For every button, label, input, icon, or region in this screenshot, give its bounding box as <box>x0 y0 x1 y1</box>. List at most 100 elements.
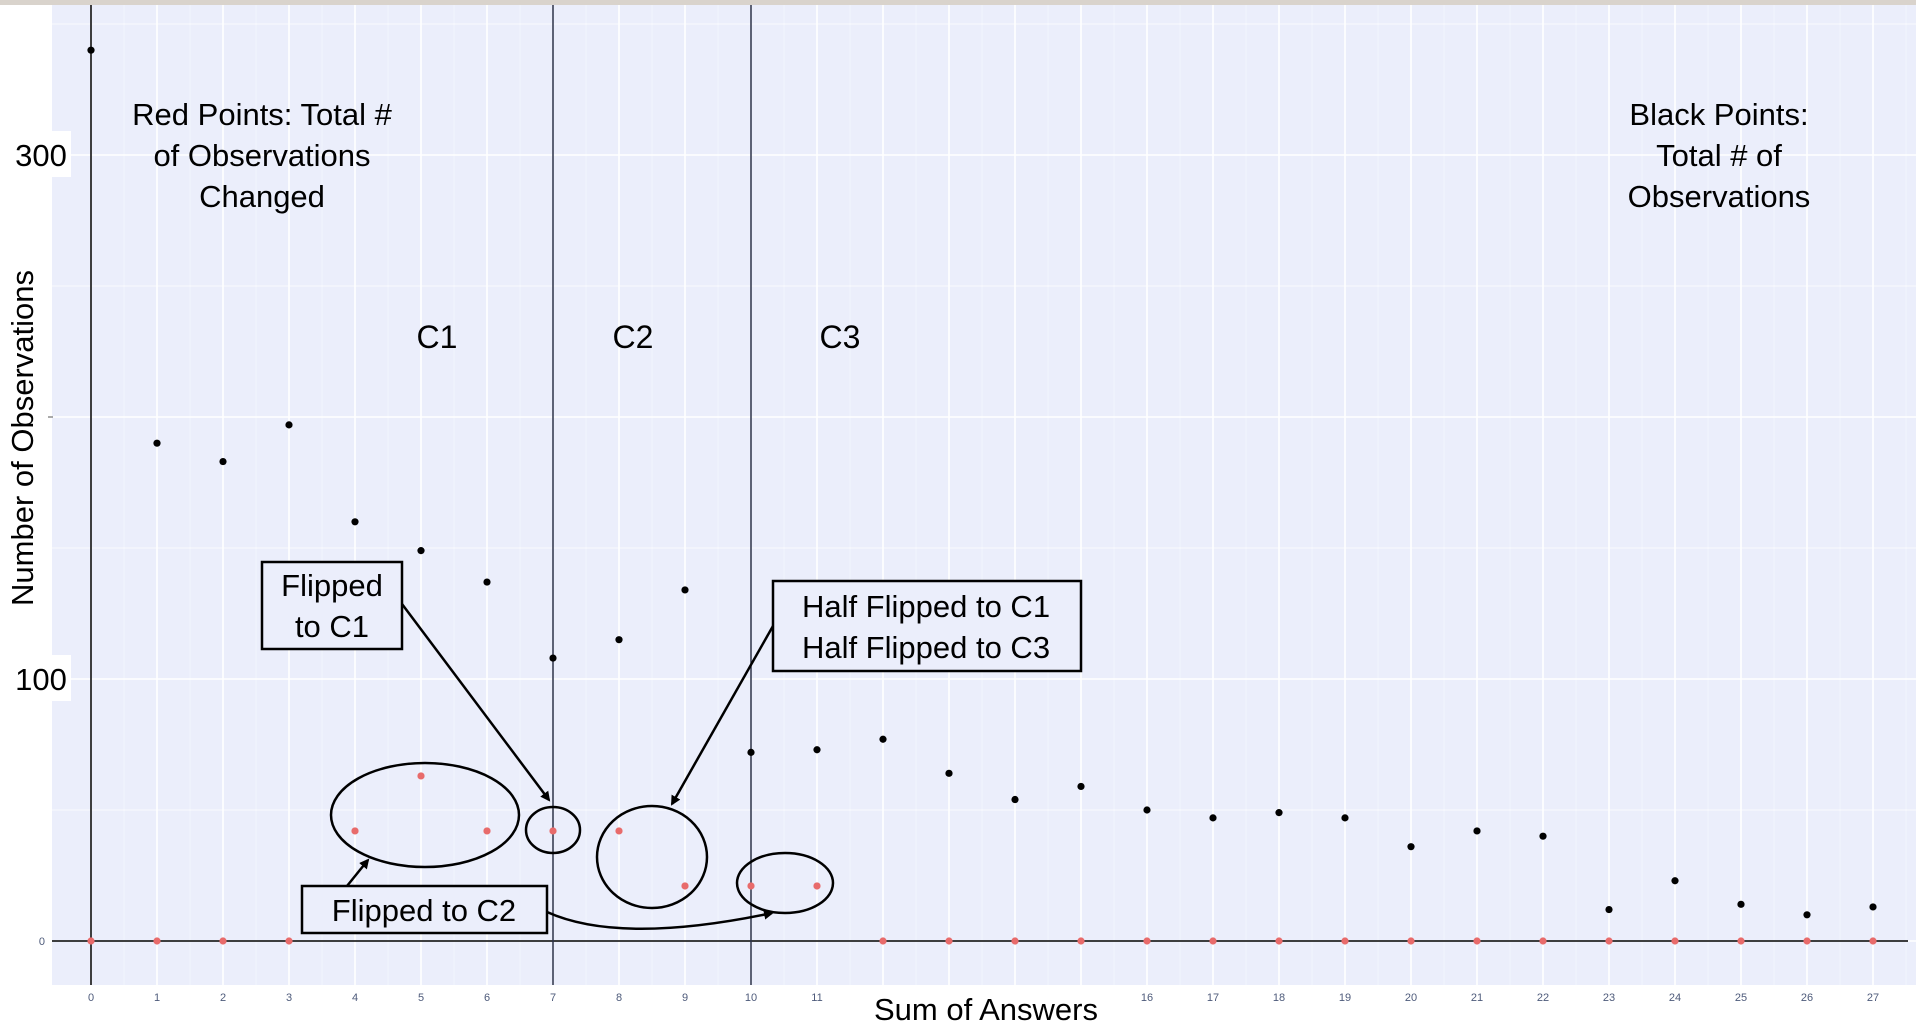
red-points-note-line-2: of Observations <box>153 138 370 173</box>
data-point <box>615 636 623 644</box>
data-point <box>945 769 953 777</box>
x-tick-label: 22 <box>1537 992 1549 1004</box>
x-tick-label: 9 <box>682 992 688 1004</box>
arrow-to-10-11 <box>546 909 774 930</box>
data-point <box>1407 843 1415 851</box>
data-point <box>1803 937 1811 945</box>
ellipse-7 <box>524 805 582 855</box>
black-points-note-line-3: Observations <box>1628 179 1811 214</box>
x-tick-label: 7 <box>550 992 556 1004</box>
data-point <box>417 772 425 780</box>
data-point <box>153 937 161 945</box>
x-tick-label: 2 <box>220 992 226 1004</box>
x-tick-label: 23 <box>1603 992 1615 1004</box>
data-point <box>1671 937 1679 945</box>
data-point <box>87 937 95 945</box>
xlabel-background <box>862 986 1106 1031</box>
callout-line-2: Half Flipped to C3 <box>802 630 1050 665</box>
data-points <box>87 46 1877 945</box>
data-point <box>813 746 821 754</box>
callout-line-1: Half Flipped to C1 <box>802 589 1050 624</box>
y-tick-label: 100 <box>15 662 67 697</box>
black-points-note-line-1: Black Points: <box>1629 97 1808 132</box>
data-point <box>681 882 689 890</box>
data-point <box>549 827 557 835</box>
y-tick-label: 0 <box>39 936 45 948</box>
data-point <box>1077 782 1085 791</box>
x-tick-label: 27 <box>1867 992 1879 1004</box>
data-point <box>219 457 227 466</box>
callout-half-flipped: Half Flipped to C1 Half Flipped to C3 <box>771 579 1083 673</box>
data-point <box>1737 937 1745 945</box>
x-tick-label: 24 <box>1669 992 1681 1004</box>
data-point <box>1143 806 1151 814</box>
y-axis-title: Number of Observations <box>5 270 40 606</box>
data-point <box>1209 937 1217 945</box>
annotations: Red Points: Total # of Observations Chan… <box>132 97 1810 355</box>
data-point <box>1341 814 1349 822</box>
data-point <box>483 578 491 586</box>
y-tick-label: 300 <box>15 138 67 173</box>
black-points-note-line-2: Total # of <box>1656 138 1782 173</box>
callout-line-2: to C1 <box>295 609 369 644</box>
data-point <box>1407 937 1415 945</box>
x-tick-label: 19 <box>1339 992 1351 1004</box>
data-point <box>1209 814 1217 822</box>
data-point <box>285 937 293 945</box>
data-point <box>879 937 887 945</box>
data-point <box>483 827 491 835</box>
data-point <box>153 439 161 447</box>
highlight-ellipses <box>329 761 835 915</box>
x-axis-title: Sum of Answers <box>874 992 1098 1027</box>
arrows <box>346 603 775 930</box>
x-tick-label: 17 <box>1207 992 1219 1004</box>
x-tick-label: 11 <box>811 992 822 1004</box>
data-point <box>813 882 821 890</box>
data-point <box>1473 937 1481 945</box>
data-point <box>1869 903 1877 911</box>
callout-line-1: Flipped <box>281 568 383 603</box>
x-tick-label: 18 <box>1273 992 1285 1004</box>
red-points-note-line-1: Red Points: Total # <box>132 97 392 132</box>
data-point <box>1605 905 1613 914</box>
arrow-to-c1-ellipse <box>346 858 370 887</box>
data-point <box>1869 937 1877 945</box>
data-point <box>681 586 689 594</box>
reference-lines <box>52 5 1908 985</box>
arrow-to-7 <box>401 603 551 802</box>
arrow-to-8 <box>670 625 775 806</box>
x-tick-label: 26 <box>1801 992 1813 1004</box>
callout-flipped-to-c1: Flipped to C1 <box>260 560 404 651</box>
x-tick-label: 10 <box>745 992 757 1004</box>
x-tick-label: 4 <box>352 992 358 1004</box>
top-border <box>0 0 1916 5</box>
data-point <box>747 748 755 756</box>
data-point <box>1473 827 1481 835</box>
cluster-label-c1: C1 <box>417 319 458 355</box>
callout-box <box>260 560 404 651</box>
data-point <box>351 518 359 526</box>
data-point <box>1341 937 1349 945</box>
data-point <box>1275 937 1283 945</box>
data-point <box>219 937 227 945</box>
ellipse-10-11 <box>735 851 835 915</box>
callout-text: Flipped to C2 <box>332 893 516 928</box>
y-tick-label-bg <box>8 655 71 701</box>
data-point <box>549 654 557 662</box>
callout-box <box>771 579 1083 673</box>
red-points-note-line-3: Changed <box>199 179 325 214</box>
data-point <box>1803 911 1811 919</box>
x-tick-label: 6 <box>484 992 490 1004</box>
data-point <box>1539 832 1547 840</box>
cluster-label-c2: C2 <box>613 319 654 355</box>
x-tick-label: 1 <box>154 992 160 1004</box>
data-point <box>1671 877 1679 885</box>
x-tick-label: 0 <box>88 992 94 1004</box>
ellipse-c1-to-c2 <box>329 761 521 869</box>
x-tick-label: 16 <box>1141 992 1153 1004</box>
data-point <box>747 882 755 890</box>
ellipse-8-9 <box>595 804 709 910</box>
callout-flipped-to-c2: Flipped to C2 <box>300 884 549 935</box>
grid-lines <box>52 5 1916 985</box>
